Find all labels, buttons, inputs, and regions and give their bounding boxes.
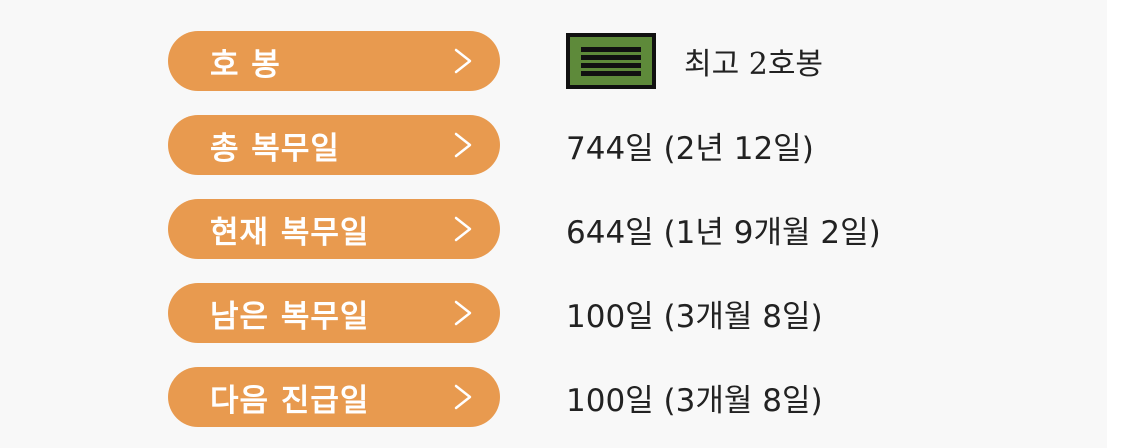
row-current-service-days: 현재 복무일 644일 (1년 9개월 2일) [168,199,881,259]
total-service-days-text: 744일 (2년 12일) [566,130,814,167]
pay-grade-text: 최고 2호봉 [684,47,824,82]
rank-insignia-icon [566,33,656,89]
page-edge [1107,0,1125,448]
pay-grade-button[interactable]: 호 봉 [168,31,500,91]
next-promotion-day-text: 100일 (3개월 8일) [566,382,823,419]
remaining-service-days-value: 100일 (3개월 8일) [566,283,823,343]
current-service-days-label: 현재 복무일 [210,214,370,251]
row-next-promotion-day: 다음 진급일 100일 (3개월 8일) [168,367,823,427]
total-service-days-label: 총 복무일 [210,130,340,167]
chevron-right-icon [454,132,472,158]
pay-grade-value: 최고 2호봉 [566,31,823,91]
pay-grade-label: 호 봉 [210,46,281,83]
remaining-service-days-label: 남은 복무일 [210,298,370,335]
total-service-days-value: 744일 (2년 12일) [566,115,814,175]
chevron-right-icon [454,300,472,326]
current-service-days-text: 644일 (1년 9개월 2일) [566,214,881,251]
next-promotion-day-label: 다음 진급일 [210,382,370,419]
current-service-days-value: 644일 (1년 9개월 2일) [566,199,881,259]
total-service-days-button[interactable]: 총 복무일 [168,115,500,175]
remaining-service-days-button[interactable]: 남은 복무일 [168,283,500,343]
chevron-right-icon [454,216,472,242]
next-promotion-day-button[interactable]: 다음 진급일 [168,367,500,427]
row-total-service-days: 총 복무일 744일 (2년 12일) [168,115,814,175]
current-service-days-button[interactable]: 현재 복무일 [168,199,500,259]
remaining-service-days-text: 100일 (3개월 8일) [566,298,823,335]
chevron-right-icon [454,384,472,410]
next-promotion-day-value: 100일 (3개월 8일) [566,367,823,427]
row-remaining-service-days: 남은 복무일 100일 (3개월 8일) [168,283,823,343]
row-pay-grade: 호 봉 최고 2호봉 [168,31,823,91]
chevron-right-icon [454,48,472,74]
